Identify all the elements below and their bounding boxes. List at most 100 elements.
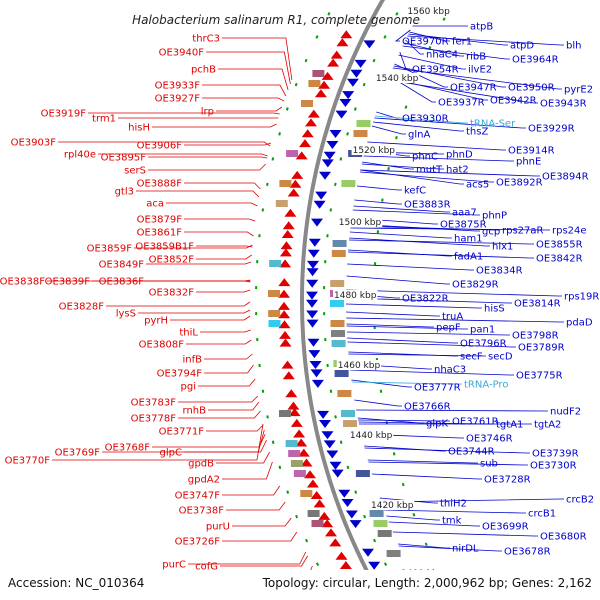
forward-leader-line: [186, 339, 252, 345]
gene-label-reverse: acs5: [466, 180, 489, 191]
gene-label-reverse: thsZ: [466, 127, 488, 138]
reverse-leader-line: [381, 498, 564, 503]
forward-leader-line: [222, 485, 281, 496]
reverse-leader-line: [399, 51, 410, 70]
reverse-leader-line: [371, 473, 482, 480]
reverse-gene-arrow: [319, 420, 331, 428]
reverse-gene-arrow: [326, 141, 339, 149]
reverse-feature-box: [353, 130, 368, 137]
genome-backbone-arc: [299, 0, 386, 600]
gene-label-forward: aca: [146, 199, 164, 210]
gene-label-forward: rnhB: [183, 406, 207, 417]
gene-label-forward: purU: [206, 522, 230, 533]
forward-feature-box: [308, 80, 321, 87]
reverse-leader-line: [346, 331, 510, 336]
reverse-leader-line: [373, 121, 464, 132]
reverse-leader-line: [346, 323, 434, 328]
forward-leader-line: [146, 261, 252, 265]
gene-label-reverse: mutT: [416, 165, 443, 176]
forward-leader-line: [152, 123, 277, 128]
reverse-feature-box: [330, 280, 345, 287]
forward-leader-line: [138, 309, 251, 314]
reverse-leader-line: [394, 63, 448, 88]
reverse-gene-arrow: [342, 91, 355, 100]
forward-leader-line: [184, 218, 256, 222]
forward-leader-line: [178, 410, 261, 419]
forward-gene-arrow: [282, 371, 295, 380]
reverse-leader-line: [354, 199, 402, 205]
forward-leader-line: [200, 329, 251, 333]
forward-gene-arrow: [278, 289, 290, 298]
forward-gene-arrow: [306, 479, 319, 488]
gene-label-reverse: rps27aR: [502, 226, 544, 237]
reverse-feature-box: [330, 320, 345, 327]
gene-label-reverse: phnP: [482, 211, 507, 222]
gene-label-reverse: aaa7: [452, 208, 477, 219]
forward-leader-line: [222, 531, 298, 542]
reverse-leader-line: [379, 497, 438, 504]
kbp-marker-bg: [336, 360, 382, 370]
gene-label-reverse: tgtA2: [534, 420, 561, 431]
reverse-gene-arrow: [319, 171, 331, 180]
reverse-feature-box: [341, 410, 355, 417]
gene-label-forward: OE3771F: [159, 427, 205, 438]
forward-gene-arrow: [278, 320, 291, 329]
gene-label-forward: OE3895F: [101, 153, 147, 164]
reverse-gene-arrow: [326, 450, 339, 459]
reverse-leader-line: [346, 289, 562, 297]
reverse-feature-box: [343, 420, 357, 427]
forward-feature-box: [312, 70, 325, 77]
gene-label-reverse: secD: [488, 352, 513, 363]
gene-label-reverse: OE3730R: [530, 461, 577, 472]
forward-leader-line: [166, 202, 258, 207]
gene-label-reverse: OE3777R: [414, 383, 461, 394]
reverse-gene-arrow: [323, 151, 336, 160]
gene-label-reverse: nudF2: [550, 407, 581, 418]
forward-leader-line: [226, 501, 286, 511]
gene-label-reverse: OE3744R: [448, 447, 495, 458]
forward-leader-line: [148, 156, 268, 159]
reverse-gene-arrow: [313, 200, 326, 209]
reverse-gene-arrow: [310, 369, 323, 378]
reverse-leader-line: [364, 445, 446, 452]
kbp-marker-bg: [374, 73, 420, 83]
gene-label-reverse: OE3678R: [504, 547, 551, 558]
kbp-marker: 1540 kbp: [376, 74, 419, 84]
reverse-feature-box: [331, 340, 346, 347]
gene-label-forward: OE3747F: [175, 491, 221, 502]
forward-gene-arrow: [278, 301, 290, 310]
reverse-leader-line: [347, 251, 534, 259]
reverse-gene-arrow: [306, 319, 319, 328]
kbp-marker: 1500 kbp: [339, 218, 382, 228]
kbp-marker-bg: [333, 290, 378, 300]
gene-label-forward: OE3770F: [5, 456, 51, 467]
reverse-gene-arrow: [321, 431, 334, 440]
reverse-gene-arrow: [354, 59, 367, 68]
kbp-marker-bg: [406, 6, 451, 16]
forward-gene-arrow: [299, 139, 311, 148]
gene-label-reverse: OE3942R: [490, 96, 537, 107]
reverse-leader-line: [347, 263, 474, 271]
reverse-leader-line: [389, 75, 436, 103]
reverse-feature-box: [334, 370, 349, 377]
reverse-leader-line: [407, 35, 564, 46]
forward-gene-arrow: [318, 80, 331, 89]
topology-text: Topology: circular, Length: 2,000,962 bp…: [262, 576, 592, 590]
reverse-leader-line: [346, 325, 468, 330]
reverse-feature-box: [331, 250, 346, 257]
forward-leader-line: [232, 517, 292, 527]
forward-feature-box: [268, 320, 281, 327]
forward-leader-line: [202, 97, 285, 102]
gene-label-forward: OE3852F: [149, 255, 195, 266]
reverse-leader-line: [350, 223, 480, 232]
forward-gene-arrow: [288, 408, 301, 417]
reverse-gene-arrow: [363, 40, 376, 49]
reverse-gene-arrow: [329, 461, 342, 470]
forward-gene-arrow: [300, 458, 313, 467]
forward-leader-line: [218, 68, 289, 91]
reverse-leader-line: [387, 79, 538, 104]
gene-label-reverse: OE3937R: [438, 98, 485, 109]
trna-label-reverse: tRNA-Ser: [470, 119, 516, 130]
forward-feature-box: [268, 310, 281, 317]
forward-leader-line: [222, 37, 293, 81]
